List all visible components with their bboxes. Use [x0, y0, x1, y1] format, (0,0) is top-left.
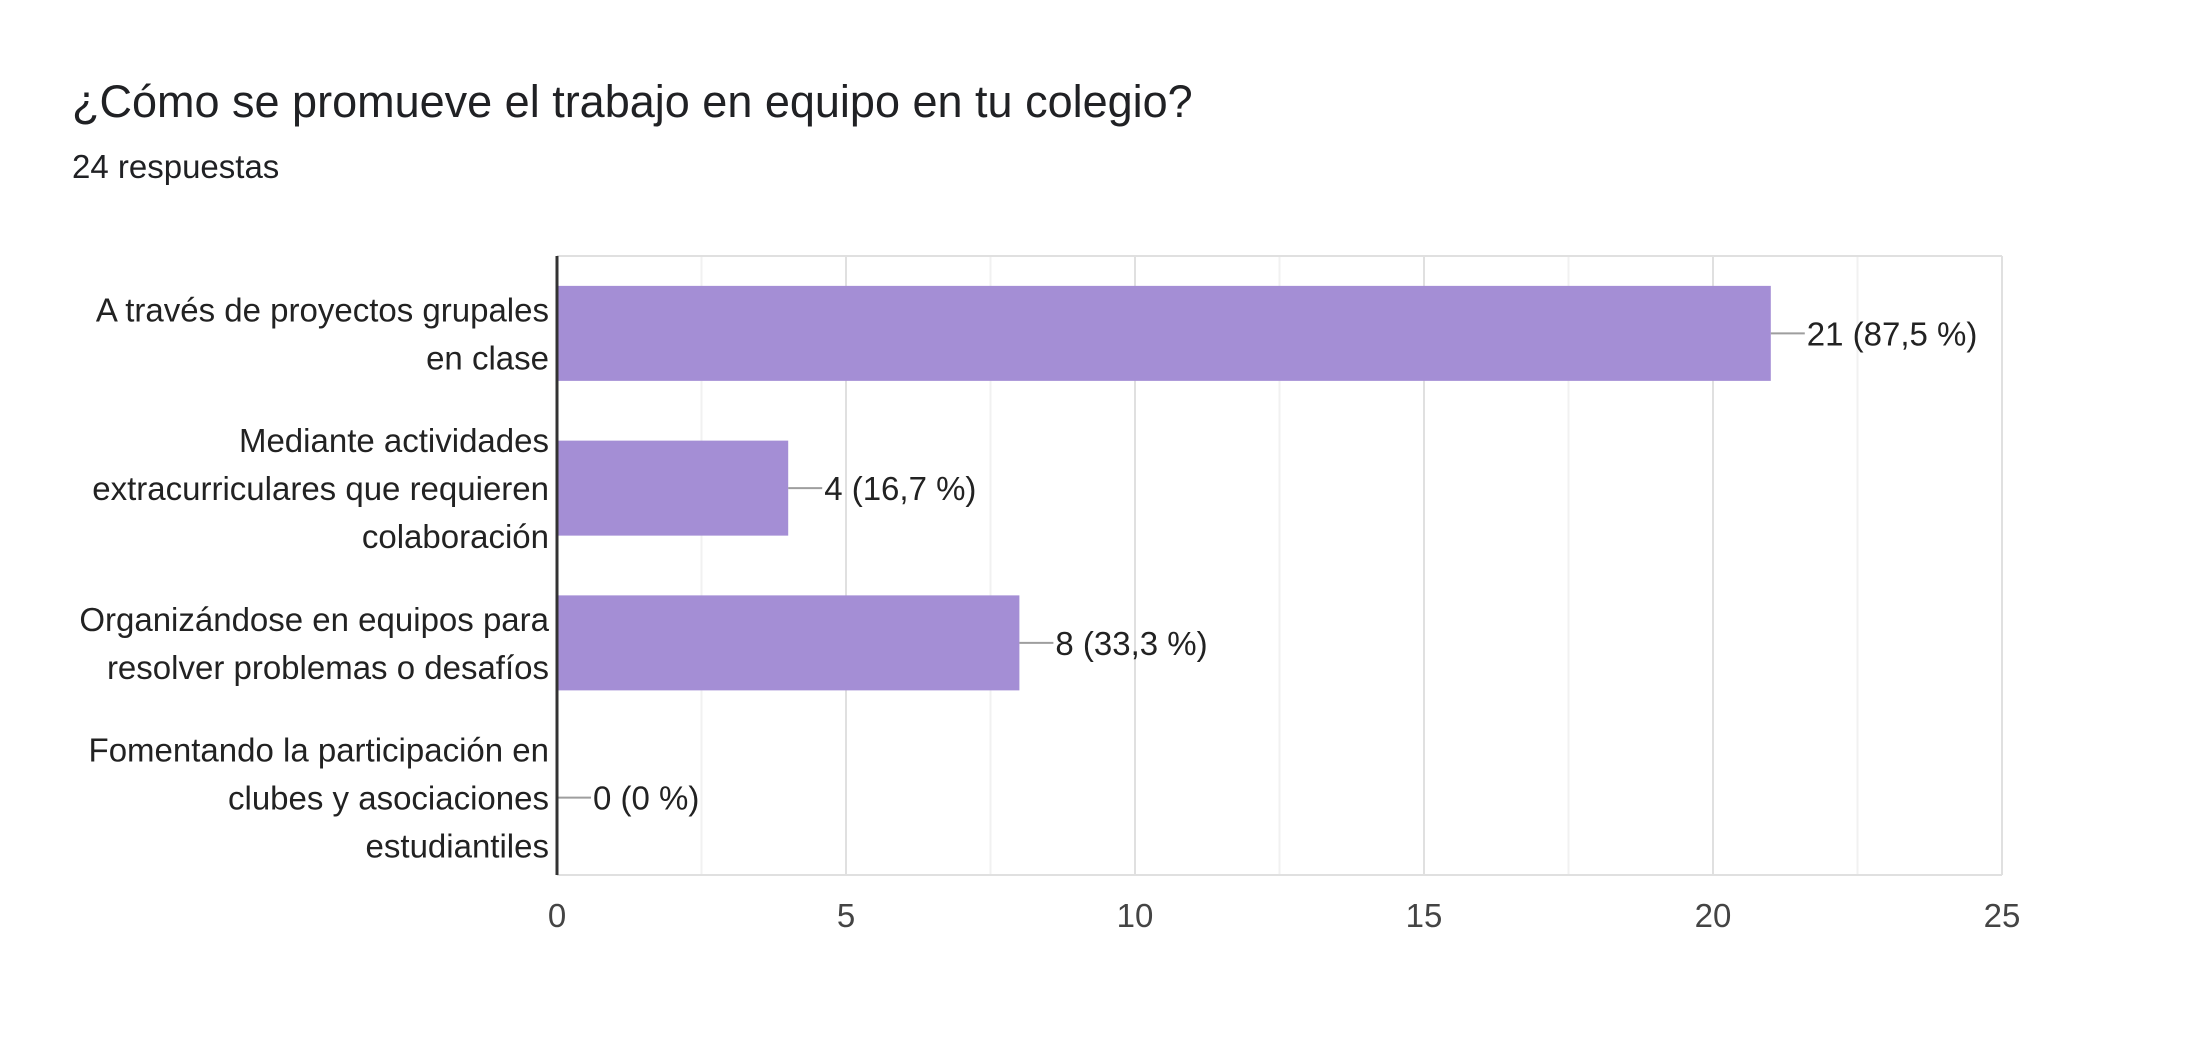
category-label-line: clubes y asociaciones	[228, 780, 549, 817]
data-label: 8 (33,3 %)	[1055, 625, 1207, 662]
category-label: Organizándose en equipos para resolver pr…	[79, 601, 549, 686]
bar	[557, 285, 1771, 381]
x-tick-label: 15	[1406, 897, 1443, 934]
category-label-line: Organizándose en equipos para	[79, 601, 549, 638]
x-tick-label: 0	[548, 897, 566, 934]
category-label-line: Mediante actividades	[239, 422, 549, 459]
data-label: 21 (87,5 %)	[1807, 315, 1978, 352]
category-label: A través de proyectos grupales en clase	[96, 291, 549, 376]
bar	[557, 440, 789, 536]
category-label-line: A través de proyectos grupales	[96, 291, 549, 328]
data-label: 0 (0 %)	[593, 780, 699, 817]
response-count: 24 respuestas	[72, 148, 280, 185]
x-tick-label: 20	[1695, 897, 1732, 934]
category-label: Mediante actividades extracurriculares qu…	[92, 422, 549, 555]
x-tick-label: 5	[837, 897, 855, 934]
chart-title: ¿Cómo se promueve el trabajo en equipo e…	[72, 76, 1193, 127]
bar	[557, 595, 1020, 691]
category-label-line: estudiantiles	[366, 828, 549, 865]
category-label-line: colaboración	[362, 518, 549, 555]
x-tick-label: 10	[1117, 897, 1154, 934]
category-label: Fomentando la participación en clubes y a…	[89, 732, 549, 865]
x-tick-label: 25	[1984, 897, 2021, 934]
category-label-line: resolver problemas o desafíos	[107, 649, 549, 686]
category-label-line: Fomentando la participación en	[89, 732, 549, 769]
category-label-line: extracurriculares que requieren	[92, 470, 549, 507]
data-label: 4 (16,7 %)	[824, 470, 976, 507]
category-label-line: en clase	[426, 339, 549, 376]
